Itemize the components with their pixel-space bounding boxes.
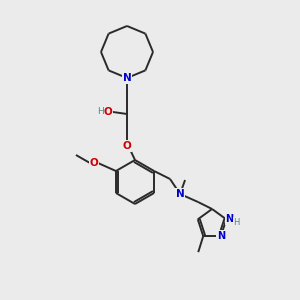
Text: N: N <box>123 73 131 83</box>
Text: H: H <box>97 107 104 116</box>
Text: N: N <box>217 231 225 241</box>
Text: N: N <box>225 214 233 224</box>
Text: O: O <box>123 141 131 151</box>
Text: O: O <box>90 158 98 168</box>
Text: N: N <box>176 189 184 199</box>
Text: H: H <box>233 218 239 227</box>
Text: O: O <box>103 107 112 117</box>
